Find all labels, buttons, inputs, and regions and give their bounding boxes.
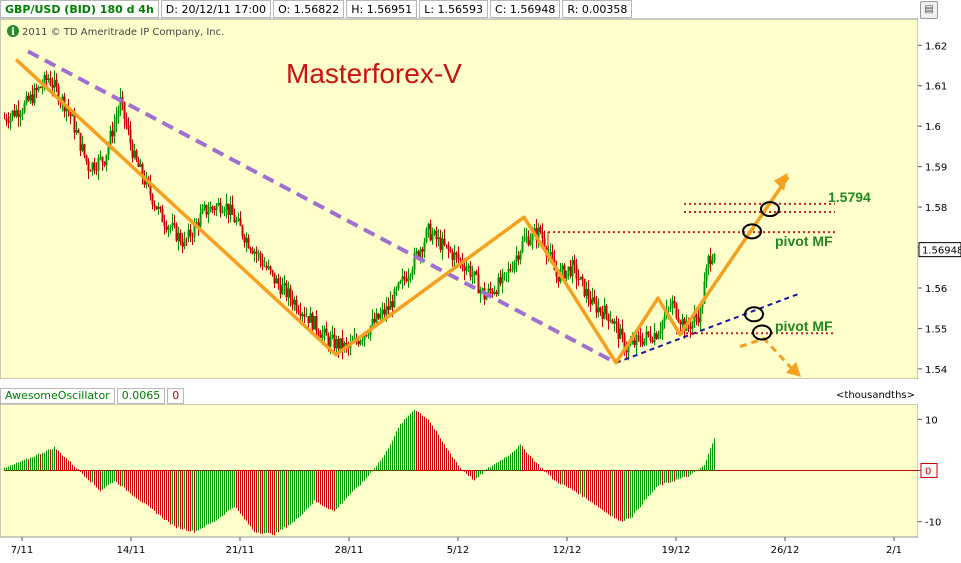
downtrend-channel-line [27, 49, 617, 365]
x-axis-strip [0, 537, 961, 559]
range-readout: R: 0.00358 [562, 0, 633, 18]
zigzag-wave-line [14, 58, 790, 365]
y-tick-label: 1.61 [925, 82, 947, 93]
axis-gutter [918, 19, 961, 537]
x-tick-label: 14/11 [117, 545, 146, 556]
highlight-circle [744, 306, 764, 323]
info-icon [7, 25, 19, 37]
oscillator-value: 0.0065 [116, 388, 166, 404]
support-trend-line [615, 293, 799, 364]
highlight-circle [742, 223, 762, 240]
x-tick-label: 5/12 [447, 545, 469, 556]
oscillator-info-bar: AwesomeOscillator 0.0065 0 [0, 388, 186, 404]
x-tick-label: 12/12 [553, 545, 582, 556]
pivot-label-lower: pivot MF [775, 318, 833, 334]
x-tick-label: 26/12 [771, 545, 800, 556]
low-readout: L: 1.56593 [419, 0, 489, 18]
osc-y-tick-label: 0 [925, 467, 931, 478]
open-readout: O: 1.56822 [273, 0, 345, 18]
osc-y-tick-label: -10 [925, 518, 941, 529]
y-tick-label: 1.59 [925, 163, 947, 174]
y-tick-label: 1.62 [925, 41, 947, 52]
date-readout: D: 20/12/11 17:00 [160, 0, 272, 18]
symbol-label[interactable]: GBP/USD (BID) 180 d 4h [0, 0, 159, 18]
y-tick-label: 1.56 [925, 284, 947, 295]
osc-zero-box [920, 463, 938, 478]
info-bar: GBP/USD (BID) 180 d 4h D: 20/12/11 17:00… [0, 0, 918, 19]
y-tick-label: 1.55 [925, 324, 947, 335]
close-readout: C: 1.56948 [490, 0, 561, 18]
high-readout: H: 1.56951 [346, 0, 418, 18]
level-label: 1.5794 [828, 189, 871, 205]
projection-arrow-head [786, 361, 801, 377]
last-price-label: 1.56948 [922, 246, 961, 257]
highlight-circle [752, 324, 772, 341]
chart-title: Masterforex-V [286, 58, 462, 89]
copyright-text: 2011 © TD Ameritrade IP Company, Inc. [22, 27, 224, 38]
last-price-box [918, 242, 961, 258]
oscillator-name[interactable]: AwesomeOscillator [0, 388, 115, 404]
chart-settings-icon[interactable]: ▤ [920, 1, 938, 19]
oscillator-units: <thousandths> [836, 390, 915, 401]
pivot-label-upper: pivot MF [775, 233, 833, 249]
x-tick-label: 28/11 [335, 545, 364, 556]
y-tick-label: 1.58 [925, 203, 947, 214]
y-tick-label: 1.6 [925, 122, 941, 133]
x-tick-label: 7/11 [11, 545, 33, 556]
oscillator-bars [4, 409, 715, 536]
highlight-circle [760, 201, 780, 218]
oscillator-value-2: 0 [167, 388, 185, 404]
info-icon-glyph: i [11, 27, 15, 38]
zigzag-arrow-head [774, 172, 788, 191]
x-tick-label: 19/12 [662, 545, 691, 556]
osc-y-tick-label: 10 [925, 415, 938, 426]
x-tick-label: 2/1 [886, 545, 902, 556]
copyright-group: i 2011 © TD Ameritrade IP Company, Inc. [7, 25, 224, 38]
x-tick-label: 21/11 [226, 545, 255, 556]
y-tick-label: 1.54 [925, 365, 947, 376]
